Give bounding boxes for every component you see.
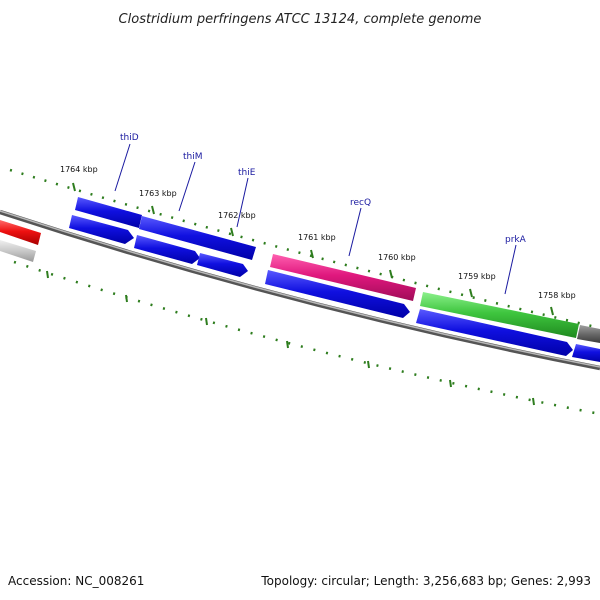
accession-text: Accession: NC_008261	[8, 574, 144, 588]
gene-arrow-6	[572, 344, 600, 362]
gene-label-thiD: thiD	[120, 133, 139, 143]
label-leader-thiE	[236, 177, 249, 228]
gene-thiD	[75, 197, 142, 228]
tick-label: 1764 kbp	[60, 165, 98, 174]
gene-arrow-4	[265, 270, 410, 318]
gene-thiM	[139, 216, 256, 260]
tick-label: 1760 kbp	[378, 253, 416, 262]
gene-prkA	[420, 292, 579, 338]
inner-tick-ring	[13, 260, 600, 416]
tick-label: 1761 kbp	[298, 233, 336, 242]
label-leader-thiD	[114, 143, 131, 192]
tick-label: 1758 kbp	[538, 291, 576, 300]
tick-label: 1759 kbp	[458, 272, 496, 281]
outer-tick-ring	[9, 168, 600, 330]
major-ticks-outer	[72, 182, 554, 316]
major-ticks-inner	[46, 270, 535, 406]
feature-red	[0, 220, 41, 245]
label-leader-thiM	[178, 161, 196, 212]
gene-arrow-2	[134, 235, 200, 264]
map-title: Clostridium perfringens ATCC 13124, comp…	[119, 12, 482, 27]
gene-arrow-5	[416, 309, 573, 356]
feature-grey	[0, 240, 36, 262]
gene-label-thiE: thiE	[238, 168, 256, 178]
gene-label-recQ: recQ	[350, 198, 371, 208]
gene-label-prkA: prkA	[505, 235, 527, 245]
feature-dark-grey	[577, 325, 600, 343]
gene-label-thiM: thiM	[183, 152, 203, 162]
gene-arrow-1	[69, 215, 134, 244]
genome-summary-text: Topology: circular; Length: 3,256,683 bp…	[260, 574, 591, 588]
label-leader-recQ	[348, 207, 362, 257]
tick-label: 1763 kbp	[139, 189, 177, 198]
tick-label: 1762 kbp	[218, 211, 256, 220]
label-leader-prkA	[504, 244, 517, 295]
gene-arrow-3	[197, 253, 248, 277]
gene-recQ	[270, 254, 416, 301]
genome-backbone	[0, 209, 600, 371]
genome-backbone-highlight	[0, 210, 600, 368]
